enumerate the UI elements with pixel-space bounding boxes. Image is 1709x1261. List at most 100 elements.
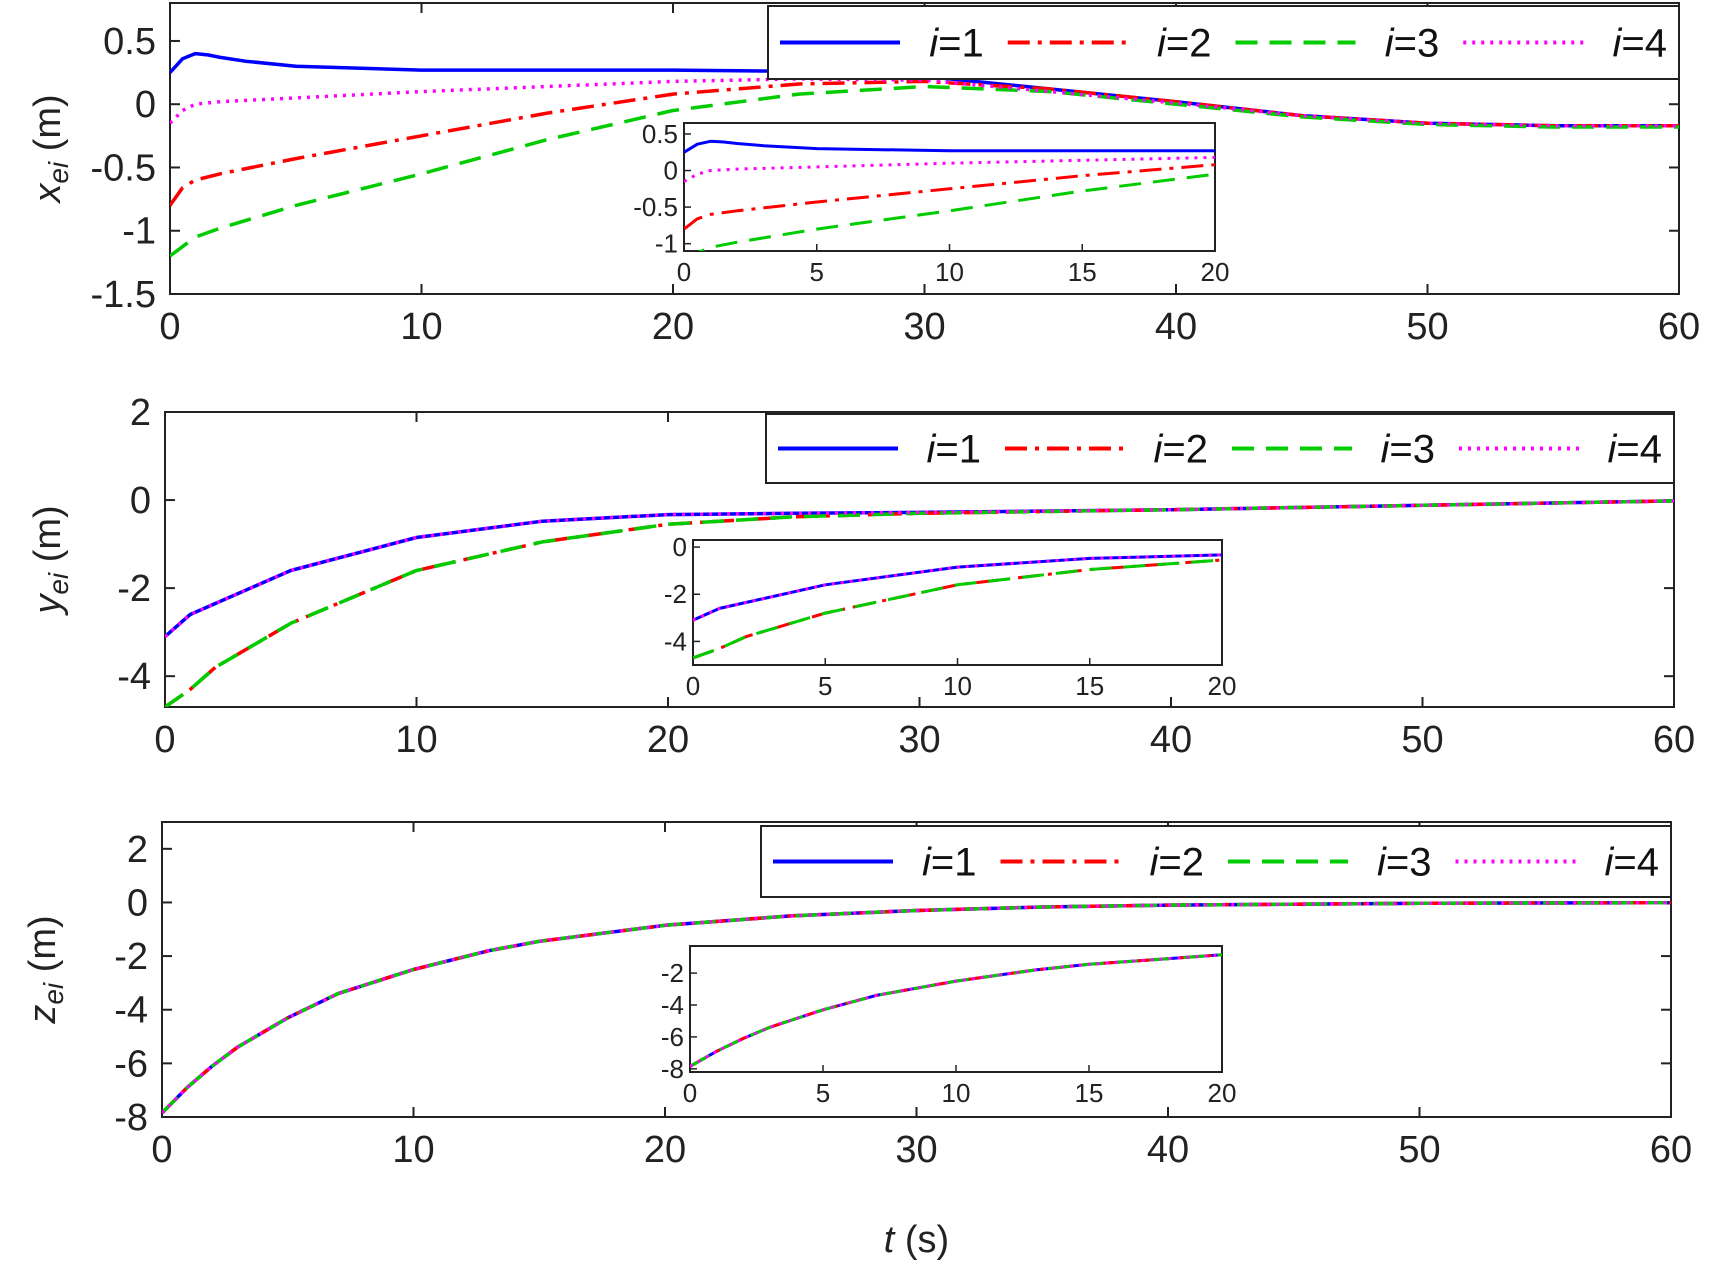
y-tick-label: 0.5 [103,21,156,63]
y-tick-label: -1.5 [91,274,156,316]
legend-label-value: =2 [1166,22,1212,66]
legend-label-3: i=3 [1381,428,1436,472]
y-tick-label: -4 [114,990,148,1032]
y-tick-label: 2 [130,392,151,434]
y-tick-label: -6 [114,1043,148,1085]
legend-label-var: i [1381,428,1391,472]
x-tick-label: 20 [647,719,689,761]
legend-label-2: i=2 [1157,22,1212,66]
series-line-main-3-4 [162,900,1671,1115]
x-tick-label: 60 [1658,306,1700,348]
inset-x-tick-label: 0 [677,257,691,287]
legend-label-value: =3 [1386,841,1432,885]
inset-3: 0 5 10 15 20 -2-4-6-8 [661,945,1237,1108]
inset-y-tick-label: -6 [661,1022,684,1052]
y-axis-label-sub: ei [38,982,69,1005]
inset-y-tick-label: -0.5 [633,192,678,222]
y-axis-label: yei (m) [27,505,74,616]
y-axis-label-var: x [27,182,69,205]
inset-x-tick-label: 20 [1208,1078,1237,1108]
inset-x-tick-label: 15 [1075,1078,1104,1108]
legend-label-1: i=1 [922,841,977,885]
y-tick-label: -1 [122,211,156,253]
x-tick-label: 60 [1653,719,1695,761]
inset-x-tick-label: 5 [816,1078,830,1108]
inset-x-tick-label: 10 [935,257,964,287]
inset-y-tick-label: -2 [661,958,684,988]
y-tick-label: 0 [127,882,148,924]
inset-plot-area [692,539,1223,666]
x-tick-label: 0 [151,1129,172,1171]
legend-label-var: i [1605,841,1615,885]
legend-label-3: i=3 [1377,841,1432,885]
legend-label-var: i [1608,428,1618,472]
legend-label-var: i [1613,22,1623,66]
x-tick-label: 50 [1401,719,1443,761]
inset-x-tick-label: 20 [1201,257,1230,287]
y-axis-label-var: z [22,1005,64,1025]
x-tick-label: 0 [159,306,180,348]
legend-label-var: i [922,841,932,885]
x-tick-label: 30 [903,306,945,348]
x-axis-label: t (s) [884,1219,949,1261]
legend-label-value: =4 [1613,841,1659,885]
legend-label-4: i=4 [1613,22,1668,66]
series-line-inset-3-4 [690,953,1222,1068]
y-axis-label-unit: (m) [22,915,64,983]
legend-box [767,5,1680,80]
y-tick-label: 0 [130,480,151,522]
inset-y-tick-label: -1 [655,229,678,259]
inset-y-tick-label: -8 [661,1054,684,1084]
inset-2: 0 5 10 15 20 0 -2 -4 [664,532,1237,701]
legend-label-var: i [1157,22,1167,66]
series-line-inset-1-1 [684,139,1215,154]
x-tick-label: 30 [895,1129,937,1171]
y-axis-label: xei (m) [27,94,74,204]
inset-x-tick-label: 0 [683,1078,697,1108]
legend-label-value: =4 [1616,428,1662,472]
inset-y-tick-label: 0 [673,532,687,562]
x-tick-label: 10 [395,719,437,761]
legend-3: i=1 i=2 i=3 i=4 [760,825,1672,898]
series-line-inset-2-4 [693,553,1222,622]
x-tick-label: 50 [1398,1129,1440,1171]
legend-label-var: i [927,428,937,472]
legend-label-value: =1 [938,22,984,66]
legend-label-1: i=1 [929,22,984,66]
legend-label-var: i [1154,428,1164,472]
inset-1: 0 5 10 15 20 0.5 0 -0.5 -1 [633,119,1230,287]
x-tick-label: 50 [1406,306,1448,348]
inset-y-tick-label: 0.5 [642,119,678,149]
legend-label-value: =1 [935,428,981,472]
x-tick-label: 10 [392,1129,434,1171]
inset-x-tick-label: 5 [818,671,832,701]
y-tick-label: -2 [117,568,151,610]
legend-label-4: i=4 [1605,841,1660,885]
legend-1: i=1 i=2 i=3 i=4 [767,5,1680,80]
legend-label-value: =2 [1162,428,1208,472]
x-axis-label-var: t [884,1219,896,1261]
y-axis-label-unit: (m) [27,94,69,162]
x-tick-label: 40 [1155,306,1197,348]
x-tick-label: 30 [898,719,940,761]
legend-label-var: i [1377,841,1387,885]
x-tick-label: 40 [1150,719,1192,761]
legend-label-value: =2 [1158,841,1204,885]
series-line-main-2-3 [165,499,1674,707]
legend-box [765,413,1675,484]
legend-2: i=1 i=2 i=3 i=4 [765,413,1675,484]
x-tick-label: 60 [1650,1129,1692,1171]
inset-x-tick-label: 10 [943,671,972,701]
x-tick-label: 0 [154,719,175,761]
y-tick-label: -0.5 [91,147,156,189]
inset-x-tick-label: 0 [686,671,700,701]
legend-label-value: =1 [931,841,977,885]
inset-y-tick-label: -4 [664,626,687,656]
y-tick-label: 2 [127,829,148,871]
series-line-main-3-3 [162,900,1671,1115]
legend-label-2: i=2 [1150,841,1205,885]
inset-y-tick-label: -4 [661,990,684,1020]
